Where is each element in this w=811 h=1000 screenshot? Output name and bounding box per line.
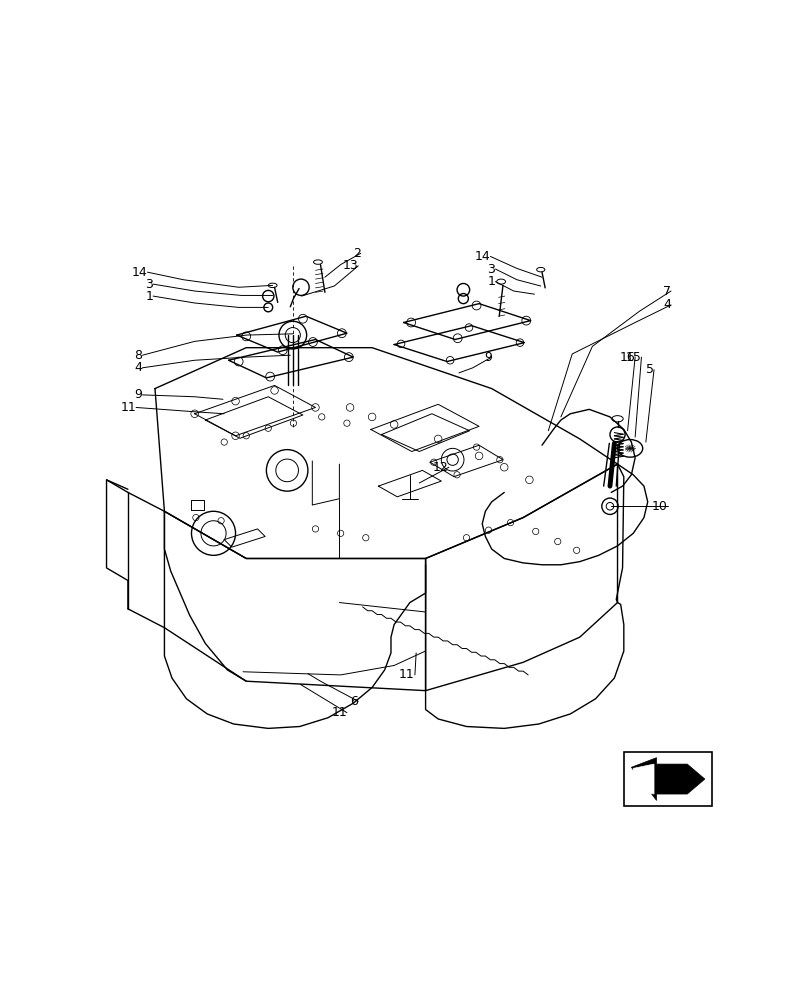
Text: 3: 3	[487, 263, 495, 276]
Text: 11: 11	[399, 668, 414, 681]
Text: 5: 5	[646, 363, 653, 376]
Text: 15: 15	[624, 351, 641, 364]
Text: 1: 1	[487, 275, 495, 288]
Text: 2: 2	[353, 247, 360, 260]
Text: 16: 16	[619, 351, 634, 364]
Polygon shape	[631, 758, 704, 800]
Bar	[623, 752, 711, 806]
Text: 9: 9	[135, 388, 142, 401]
Text: 11: 11	[331, 706, 346, 719]
Text: 7: 7	[663, 285, 670, 298]
Text: 1: 1	[145, 290, 153, 303]
Text: 10: 10	[651, 500, 667, 513]
Text: 8: 8	[135, 349, 142, 362]
Text: 3: 3	[145, 278, 153, 291]
Text: 4: 4	[663, 298, 670, 311]
Text: 14: 14	[474, 250, 490, 263]
Text: 13: 13	[342, 259, 358, 272]
Polygon shape	[633, 764, 653, 794]
Text: 9: 9	[483, 351, 491, 364]
Text: 14: 14	[131, 266, 148, 279]
Text: 4: 4	[135, 361, 142, 374]
Text: 6: 6	[350, 695, 358, 708]
Text: 12: 12	[432, 461, 448, 474]
Text: 11: 11	[120, 401, 136, 414]
